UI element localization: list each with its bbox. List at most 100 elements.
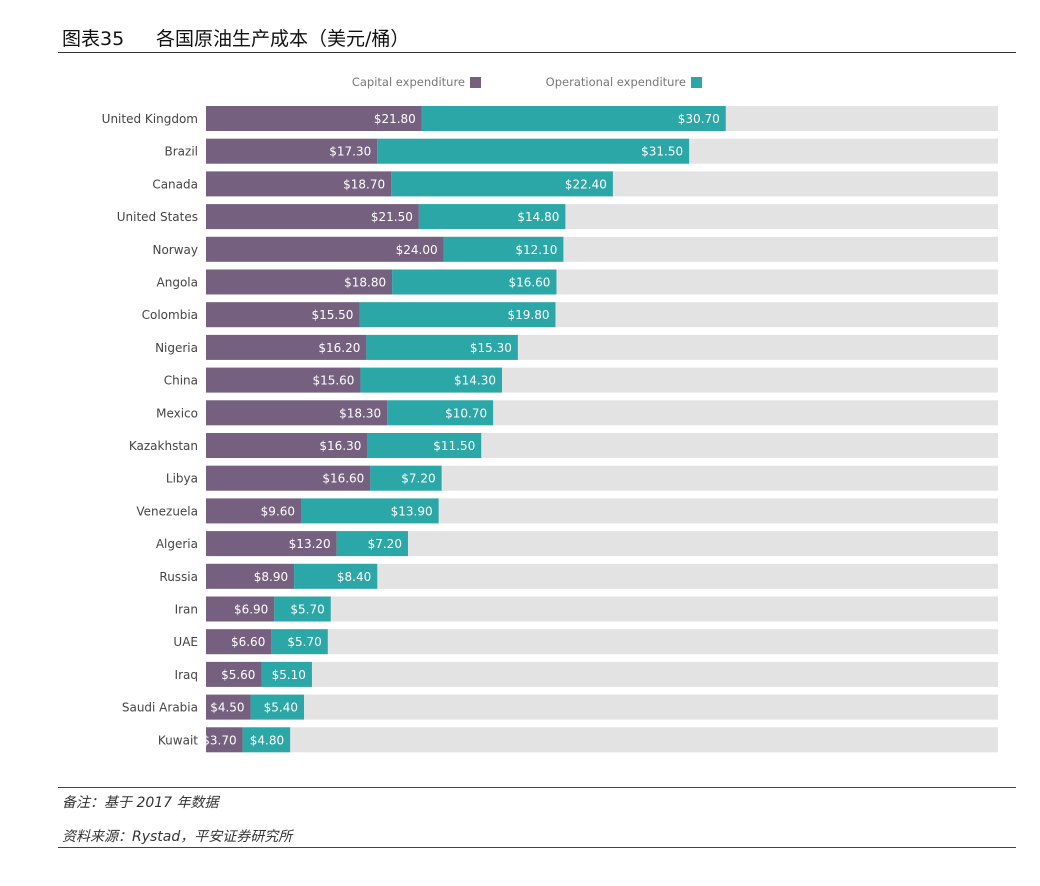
bar-capex-16 <box>206 629 272 655</box>
bar-opex-0 <box>421 106 726 131</box>
bar-capex-2 <box>206 171 392 197</box>
data-label-opex-7: $15.30 <box>470 341 512 355</box>
data-label-capex-7: $16.20 <box>318 341 360 355</box>
data-label-opex-0: $30.70 <box>678 112 720 126</box>
bar-opex-1 <box>377 138 690 164</box>
bar-capex-12 <box>206 498 302 524</box>
data-label-opex-15: $5.70 <box>290 603 324 617</box>
bar-opex-12 <box>301 498 439 524</box>
legend-capex-label: Capital expenditure <box>352 75 465 89</box>
category-label-3: United States <box>117 210 198 224</box>
data-label-capex-12: $9.60 <box>261 504 295 518</box>
footer-rule-top <box>58 787 1016 788</box>
bar-capex-0 <box>206 106 422 131</box>
bar-capex-5 <box>206 269 393 295</box>
bar-opex-14 <box>294 563 378 589</box>
data-label-capex-3: $21.50 <box>371 210 413 224</box>
bar-opex-5 <box>392 269 557 295</box>
footer-note: 备注：基于 2017 年数据 <box>62 795 219 811</box>
data-label-capex-9: $18.30 <box>339 406 381 420</box>
figure-number: 图表35 <box>62 28 125 50</box>
data-label-opex-11: $7.20 <box>401 472 435 486</box>
category-label-0: United Kingdom <box>102 112 198 126</box>
bar-opex-15 <box>274 596 331 622</box>
bar-track-16 <box>206 629 998 655</box>
category-label-18: Saudi Arabia <box>122 701 198 715</box>
category-label-7: Nigeria <box>155 341 198 355</box>
data-label-capex-4: $24.00 <box>396 243 438 257</box>
data-label-capex-2: $18.70 <box>343 177 385 191</box>
bar-opex-19 <box>242 727 291 753</box>
data-label-opex-17: $5.10 <box>272 668 306 682</box>
data-label-capex-17: $5.60 <box>221 668 255 682</box>
data-label-opex-10: $11.50 <box>433 439 475 453</box>
data-label-opex-13: $7.20 <box>368 537 402 551</box>
data-label-opex-1: $31.50 <box>641 145 683 159</box>
data-label-opex-5: $16.60 <box>508 276 550 290</box>
category-label-11: Libya <box>166 472 198 486</box>
bar-opex-10 <box>367 433 482 458</box>
bar-opex-8 <box>360 367 503 393</box>
bar-opex-2 <box>391 171 613 197</box>
data-label-opex-4: $12.10 <box>515 243 557 257</box>
data-label-capex-18: $4.50 <box>210 701 244 715</box>
data-label-capex-8: $15.60 <box>312 374 354 388</box>
bar-capex-9 <box>206 400 388 426</box>
figure-title: 各国原油生产成本（美元/桶） <box>156 28 410 50</box>
data-label-capex-0: $21.80 <box>374 112 416 126</box>
data-label-opex-9: $10.70 <box>445 406 487 420</box>
category-label-16: UAE <box>173 635 198 649</box>
category-label-8: China <box>164 374 198 388</box>
data-label-opex-6: $19.80 <box>507 308 549 322</box>
bar-opex-11 <box>370 465 442 491</box>
bar-opex-6 <box>359 302 556 328</box>
bar-capex-17 <box>206 661 262 687</box>
category-label-13: Algeria <box>156 537 198 551</box>
data-label-opex-16: $5.70 <box>287 635 321 649</box>
data-label-capex-16: $6.60 <box>231 635 265 649</box>
data-label-opex-19: $4.80 <box>250 733 284 747</box>
figure-header: 图表35 各国原油生产成本（美元/桶） <box>58 22 1016 53</box>
legend-opex-swatch <box>691 77 702 88</box>
bar-opex-13 <box>336 531 408 557</box>
bar-capex-11 <box>206 465 371 491</box>
category-label-12: Venezuela <box>136 504 198 518</box>
data-label-opex-2: $22.40 <box>565 177 607 191</box>
bar-capex-14 <box>206 563 295 589</box>
category-label-9: Mexico <box>156 406 198 420</box>
bar-capex-3 <box>206 204 419 230</box>
bar-opex-16 <box>271 629 328 655</box>
data-label-capex-6: $15.50 <box>311 308 353 322</box>
bar-opex-4 <box>443 236 564 262</box>
data-label-capex-19: $3.70 <box>202 733 236 747</box>
category-label-4: Norway <box>152 243 198 257</box>
data-label-opex-14: $8.40 <box>337 570 371 584</box>
legend-opex-label: Operational expenditure <box>546 75 686 89</box>
bar-capex-13 <box>206 531 337 557</box>
footer-source: 资料来源：Rystad，平安证券研究所 <box>62 829 293 845</box>
legend-capex-swatch <box>470 77 481 88</box>
bar-opex-18 <box>250 694 305 720</box>
bar-opex-3 <box>418 204 566 230</box>
stacked-bar-chart: Capital expenditure Operational expenditu… <box>102 75 998 753</box>
data-label-capex-13: $13.20 <box>289 537 331 551</box>
category-label-15: Iran <box>175 603 198 617</box>
data-label-capex-10: $16.30 <box>319 439 361 453</box>
category-label-10: Kazakhstan <box>129 439 198 453</box>
bar-capex-6 <box>206 302 360 328</box>
category-label-17: Iraq <box>175 668 198 682</box>
bar-capex-1 <box>206 138 378 164</box>
footer-rule-bottom <box>58 847 1016 848</box>
bar-opex-7 <box>366 334 518 360</box>
category-label-5: Angola <box>157 276 198 290</box>
bar-track-18 <box>206 694 998 720</box>
data-label-opex-3: $14.80 <box>517 210 559 224</box>
data-label-capex-15: $6.90 <box>234 603 268 617</box>
bar-capex-19 <box>206 727 243 753</box>
category-label-19: Kuwait <box>158 733 198 747</box>
data-label-opex-18: $5.40 <box>264 701 298 715</box>
data-label-capex-11: $16.60 <box>322 472 364 486</box>
bar-capex-18 <box>206 694 251 720</box>
bar-capex-8 <box>206 367 361 393</box>
data-label-capex-1: $17.30 <box>329 145 371 159</box>
